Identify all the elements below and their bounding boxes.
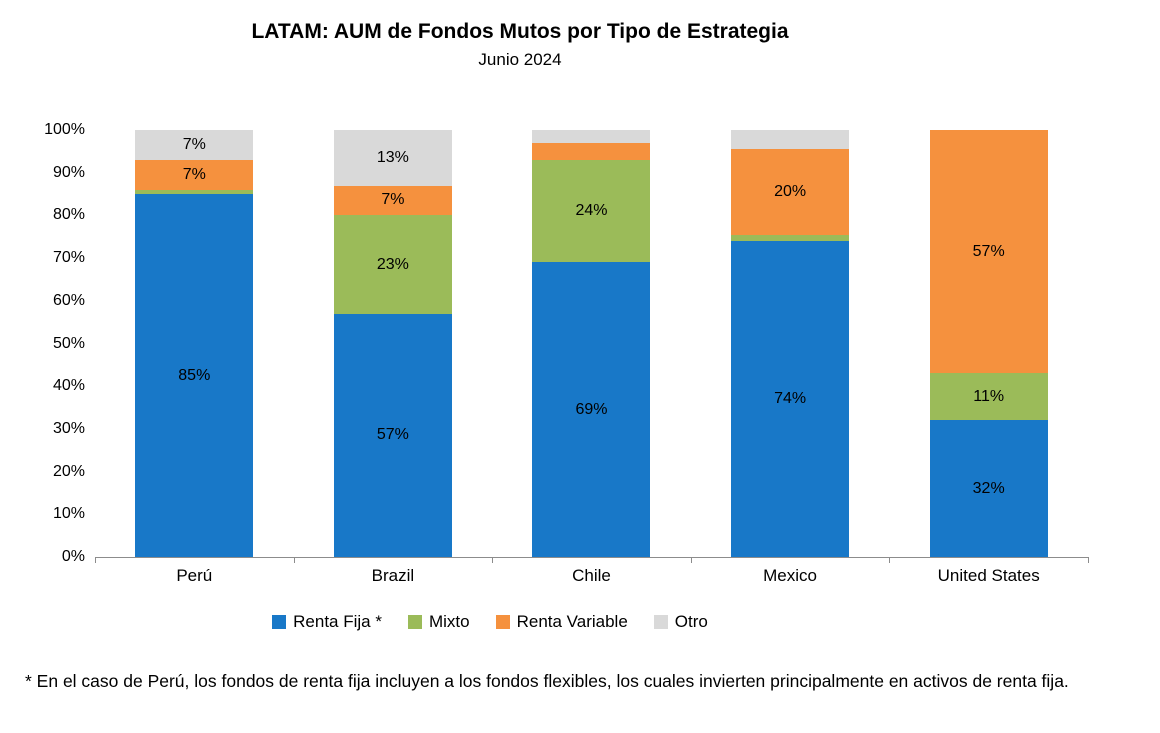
legend-item: Renta Variable bbox=[495, 612, 628, 632]
x-axis-category-label: United States bbox=[937, 566, 1040, 585]
x-axis-category-label: Perú bbox=[176, 566, 213, 585]
legend-label: Renta Fija * bbox=[293, 612, 382, 631]
bar-segment-label: 23% bbox=[376, 255, 409, 273]
legend-item: Renta Fija * bbox=[272, 612, 382, 632]
y-tick-label: 50% bbox=[52, 334, 85, 352]
stacked-bar: 69% 24% bbox=[532, 130, 651, 557]
stacked-bar: 57% 23% 7% 13% bbox=[333, 130, 452, 557]
bar-segment: 57% bbox=[929, 130, 1048, 374]
y-axis: 0% 10% 20% 30% 40% 50% 60% 70% 80% 90% 100% bbox=[7, 121, 85, 565]
chart-title: LATAM: AUM de Fondos Mutos por Tipo de E… bbox=[251, 20, 789, 43]
bar-segment-label: 57% bbox=[376, 426, 409, 444]
y-tick-label: 100% bbox=[44, 121, 85, 138]
x-tick-mark bbox=[492, 557, 494, 563]
legend-label: Mixto bbox=[428, 612, 470, 631]
stacked-bar: 85% 7% 7% bbox=[135, 130, 254, 557]
stacked-bar: 32% 11% 57% bbox=[929, 130, 1048, 557]
bar-segment-label: 13% bbox=[376, 148, 409, 166]
legend: Renta Fija * Mixto Renta Variable Otro bbox=[0, 612, 980, 632]
y-tick-label: 80% bbox=[52, 206, 85, 224]
bar-segment: 23% bbox=[333, 215, 452, 314]
bar-segment: 57% bbox=[333, 313, 452, 557]
bar-segment-label: 20% bbox=[774, 182, 807, 200]
bar-segment: 32% bbox=[929, 420, 1048, 557]
x-tick-mark bbox=[293, 557, 295, 563]
y-tick-label: 0% bbox=[61, 548, 85, 565]
bar-segment-label: 7% bbox=[381, 191, 405, 209]
bar-segment-label: 85% bbox=[178, 366, 211, 384]
bar-segment bbox=[731, 130, 850, 150]
plot-area: 0% 10% 20% 30% 40% 50% 60% 70% 80% 90% 100% 85% 7% 7… bbox=[44, 121, 1089, 585]
bar-segment bbox=[731, 234, 850, 242]
x-axis-category-label: Brazil bbox=[371, 566, 415, 585]
legend-swatch-icon bbox=[495, 615, 510, 629]
bar-segment-label: 32% bbox=[972, 479, 1005, 497]
bar-segment bbox=[135, 189, 254, 195]
bar-segment-label: 7% bbox=[182, 165, 206, 183]
bar-segment-label: 57% bbox=[972, 242, 1005, 260]
y-tick-label: 10% bbox=[52, 505, 85, 523]
x-tick-mark bbox=[95, 557, 96, 563]
chart-subtitle: Junio 2024 bbox=[478, 50, 562, 69]
x-tick-mark bbox=[889, 557, 891, 563]
bar-segment: 7% bbox=[135, 130, 254, 160]
y-tick-label: 90% bbox=[52, 163, 85, 181]
bar-segment bbox=[532, 130, 651, 143]
legend-label: Otro bbox=[674, 612, 708, 631]
legend-item: Otro bbox=[653, 612, 708, 632]
y-tick-label: 70% bbox=[52, 249, 85, 267]
x-axis-labels: Perú Brazil Chile Mexico United States bbox=[95, 566, 1088, 586]
y-tick-label: 20% bbox=[52, 462, 85, 480]
bar-slot: 85% 7% 7% bbox=[95, 130, 294, 557]
bar-segment: 85% bbox=[135, 194, 254, 557]
bar-slot: 69% 24% bbox=[492, 130, 691, 557]
bar-segment bbox=[532, 142, 651, 160]
y-tick-label: 40% bbox=[52, 377, 85, 395]
footnote: * En el caso de Perú, los fondos de rent… bbox=[25, 671, 1069, 691]
bar-segment-label: 24% bbox=[575, 202, 608, 220]
y-tick-label: 60% bbox=[52, 291, 85, 309]
y-tick-label: 30% bbox=[52, 419, 85, 437]
legend-swatch-icon bbox=[653, 615, 668, 629]
bar-segment: 7% bbox=[333, 185, 452, 216]
bar-segment-label: 74% bbox=[774, 390, 807, 408]
x-axis-ticks bbox=[95, 557, 1089, 563]
bar-segment-label: 69% bbox=[575, 400, 608, 418]
bar-segment: 74% bbox=[731, 241, 850, 557]
stacked-bar: 74% 20% bbox=[731, 130, 850, 557]
bars-container: 85% 7% 7% 57% 23% 7% 13% 69% 24% 74% 20% 32% 11% 57% bbox=[95, 130, 1088, 557]
x-tick-mark bbox=[1088, 557, 1089, 563]
bar-segment: 24% bbox=[532, 159, 651, 263]
x-tick-mark bbox=[690, 557, 692, 563]
bar-segment: 11% bbox=[929, 373, 1048, 421]
bar-segment-label: 11% bbox=[973, 387, 1005, 405]
bar-segment: 7% bbox=[135, 159, 254, 190]
bar-segment-label: 7% bbox=[182, 135, 206, 153]
x-axis-category-label: Chile bbox=[572, 566, 611, 585]
bar-slot: 32% 11% 57% bbox=[889, 130, 1088, 557]
legend-label: Renta Variable bbox=[516, 612, 628, 631]
bar-slot: 74% 20% bbox=[691, 130, 890, 557]
x-axis-category-label: Mexico bbox=[763, 566, 817, 585]
bar-segment: 20% bbox=[731, 149, 850, 235]
bar-segment: 13% bbox=[333, 130, 452, 186]
bar-slot: 57% 23% 7% 13% bbox=[294, 130, 493, 557]
legend-item: Mixto bbox=[407, 612, 470, 632]
legend-swatch-icon bbox=[407, 615, 422, 629]
legend-swatch-icon bbox=[272, 615, 287, 629]
bar-segment: 69% bbox=[532, 262, 651, 557]
